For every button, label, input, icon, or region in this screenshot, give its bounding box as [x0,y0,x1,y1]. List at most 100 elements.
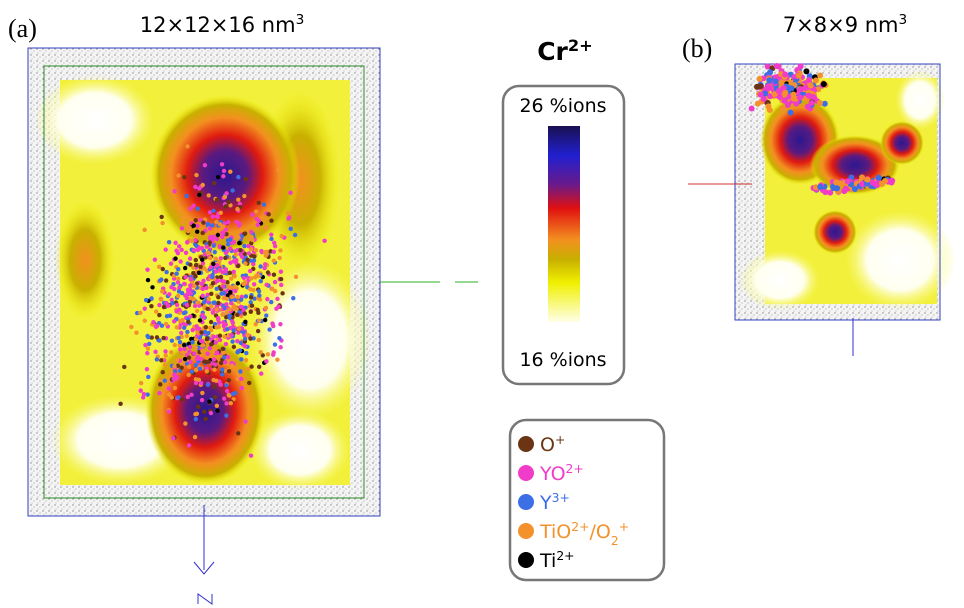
ion-dot [212,300,217,305]
ion-dot [288,226,293,232]
ion-dot [779,105,786,112]
ion-dot [154,357,160,362]
ion-dot [291,295,296,301]
ion-dot [227,313,232,319]
ion-dot [197,366,203,371]
ion-dot [242,311,247,316]
ion-dot [204,244,209,249]
ion-dot [821,100,828,107]
ion-dot [239,357,244,362]
ion-dot [766,77,773,84]
ion-dot [160,220,165,226]
ion-dot [145,346,151,351]
ion-dot [195,300,200,305]
ion-dot [207,325,213,331]
ion-dot [146,374,151,380]
ion-dot [159,277,164,282]
ion-dot [228,237,233,242]
ion-dot [220,224,226,229]
ion-dot [176,267,181,272]
ion-dot [261,202,267,207]
ion-dot [141,395,146,400]
ion-dot [246,251,252,256]
ion-dot [146,334,151,340]
text-run: Ti [539,550,556,572]
ion-dot [262,265,267,271]
ion-dot [193,367,199,373]
ion-dot [193,416,199,422]
ion-dot [285,211,291,216]
ion-dot [192,434,198,440]
ion-dot [264,282,269,288]
ion-dot [270,321,275,326]
ion-dot [219,278,224,283]
ion-dot [239,254,245,260]
ion-dot [193,218,198,223]
ion-dot [225,354,231,360]
ion-dot [267,327,272,332]
ion-dot [776,94,783,101]
ion-dot [162,378,168,383]
ion-dot [248,309,253,315]
ion-dot [230,188,235,193]
ion-dot [172,364,177,369]
ion-dot [184,333,189,339]
ion-dot [182,356,188,362]
ion-dot [168,261,174,266]
ion-dot [212,384,217,390]
ion-dot [188,291,194,296]
ion-dot [184,295,190,301]
ion-dot [262,250,268,255]
ion-dot [756,75,763,82]
ion-dot [258,349,263,355]
ion-dot [228,290,233,295]
ion-dot [193,380,199,386]
ion-dot [194,324,199,329]
legend-marker [518,523,534,539]
ion-dot [197,192,202,198]
ion-dot [176,276,181,282]
ion-dot [229,363,235,368]
ion-dot [248,336,253,341]
ion-dot [223,360,228,365]
ion-dot [227,270,233,276]
ion-dot [141,391,147,397]
ion-dot [803,68,810,75]
ion-dot [236,235,241,240]
ion-dot [204,369,210,374]
panel-size: 12×12×16 nm3 [140,12,305,37]
ion-dot [251,266,256,272]
ion-dot [213,362,218,367]
ion-dot [205,306,210,312]
colorbar [548,126,580,322]
ion-dot [192,283,197,289]
ion-dot [172,372,177,377]
ion-dot [795,72,802,79]
ion-dot [186,443,192,448]
ion-dot [189,369,195,374]
ion-dot [180,215,186,220]
ion-dot [210,214,215,219]
ion-dot [210,281,216,286]
ion-dot [200,261,206,266]
ion-dot [157,312,162,318]
ion-dot [160,289,165,294]
ion-dot [827,189,834,196]
ion-dot [249,276,254,281]
ion-dot [149,303,154,309]
text-run: YO [539,463,566,485]
ion-dot [249,364,254,369]
ion-dot [271,258,276,263]
ion-dot [236,373,241,378]
ion-dot [257,293,262,298]
ion-dot [220,312,225,317]
ion-dot [175,363,181,368]
ion-dot [241,329,246,335]
ion-dot [143,342,148,348]
ion-dot [813,77,820,84]
ion-dot [162,362,168,368]
ion-dot [788,85,795,92]
ion-dot [221,231,226,236]
ion-dot [224,191,229,196]
ion-dot [185,287,191,293]
